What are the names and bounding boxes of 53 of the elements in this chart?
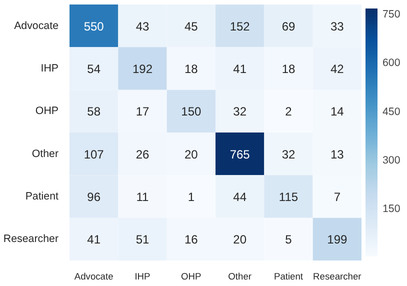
data-label: 5	[285, 232, 292, 247]
x-tick-label: IHP	[134, 272, 150, 282]
x-tick-label: OHP	[181, 272, 202, 282]
data-label: 150	[181, 104, 202, 119]
data-label: 1	[188, 190, 195, 204]
y-tick-label: IHP	[40, 62, 58, 74]
data-label: 42	[330, 62, 344, 76]
color-bar-label: 300	[382, 154, 400, 166]
data-label: 765	[230, 147, 250, 162]
data-label: 69	[282, 19, 296, 34]
data-label: 199	[327, 232, 348, 247]
data-label: 44	[233, 190, 247, 204]
data-label: 33	[330, 19, 344, 34]
data-label: 45	[184, 19, 198, 34]
data-label: 43	[136, 19, 150, 34]
data-label: 107	[84, 147, 104, 162]
data-label: 7	[334, 190, 341, 204]
data-label: 11	[136, 190, 150, 204]
data-label: 41	[87, 232, 101, 247]
data-label: 152	[230, 19, 250, 34]
data-label: 18	[184, 62, 198, 76]
data-label: 20	[184, 147, 198, 162]
data-label: 54	[87, 62, 101, 76]
data-label: 14	[330, 104, 344, 119]
data-label: 115	[278, 190, 298, 204]
data-label: 96	[87, 190, 101, 204]
data-label: 550	[84, 19, 104, 34]
data-label: 13	[330, 147, 344, 162]
data-label: 26	[136, 147, 150, 162]
y-tick-label: Other	[32, 148, 59, 160]
data-label: 32	[233, 104, 247, 119]
color-bar-label: 150	[382, 203, 400, 216]
color-bar-label: 450	[382, 106, 400, 118]
color-bar-label: 600	[382, 57, 400, 70]
x-tick-label: Patient	[274, 272, 304, 282]
data-label: 17	[136, 104, 150, 119]
data-label: 18	[282, 62, 296, 76]
data-label: 2	[285, 104, 292, 119]
data-label: 20	[233, 232, 247, 247]
y-tick-label: Researcher	[3, 233, 59, 246]
data-label: 41	[233, 62, 247, 76]
y-tick-label: Advocate	[14, 20, 59, 32]
data-label: 192	[132, 62, 153, 76]
data-label: 51	[136, 232, 150, 247]
x-tick-label: Researcher	[313, 272, 362, 282]
data-label: 16	[184, 232, 198, 247]
x-tick-label: Advocate	[74, 272, 114, 282]
color-bar-label: 750	[382, 8, 400, 20]
data-label: 58	[87, 104, 101, 119]
y-tick-label: Patient	[25, 190, 59, 202]
x-tick-label: Other	[228, 272, 252, 282]
y-tick-label: OHP	[35, 105, 58, 118]
data-label: 32	[282, 147, 296, 162]
